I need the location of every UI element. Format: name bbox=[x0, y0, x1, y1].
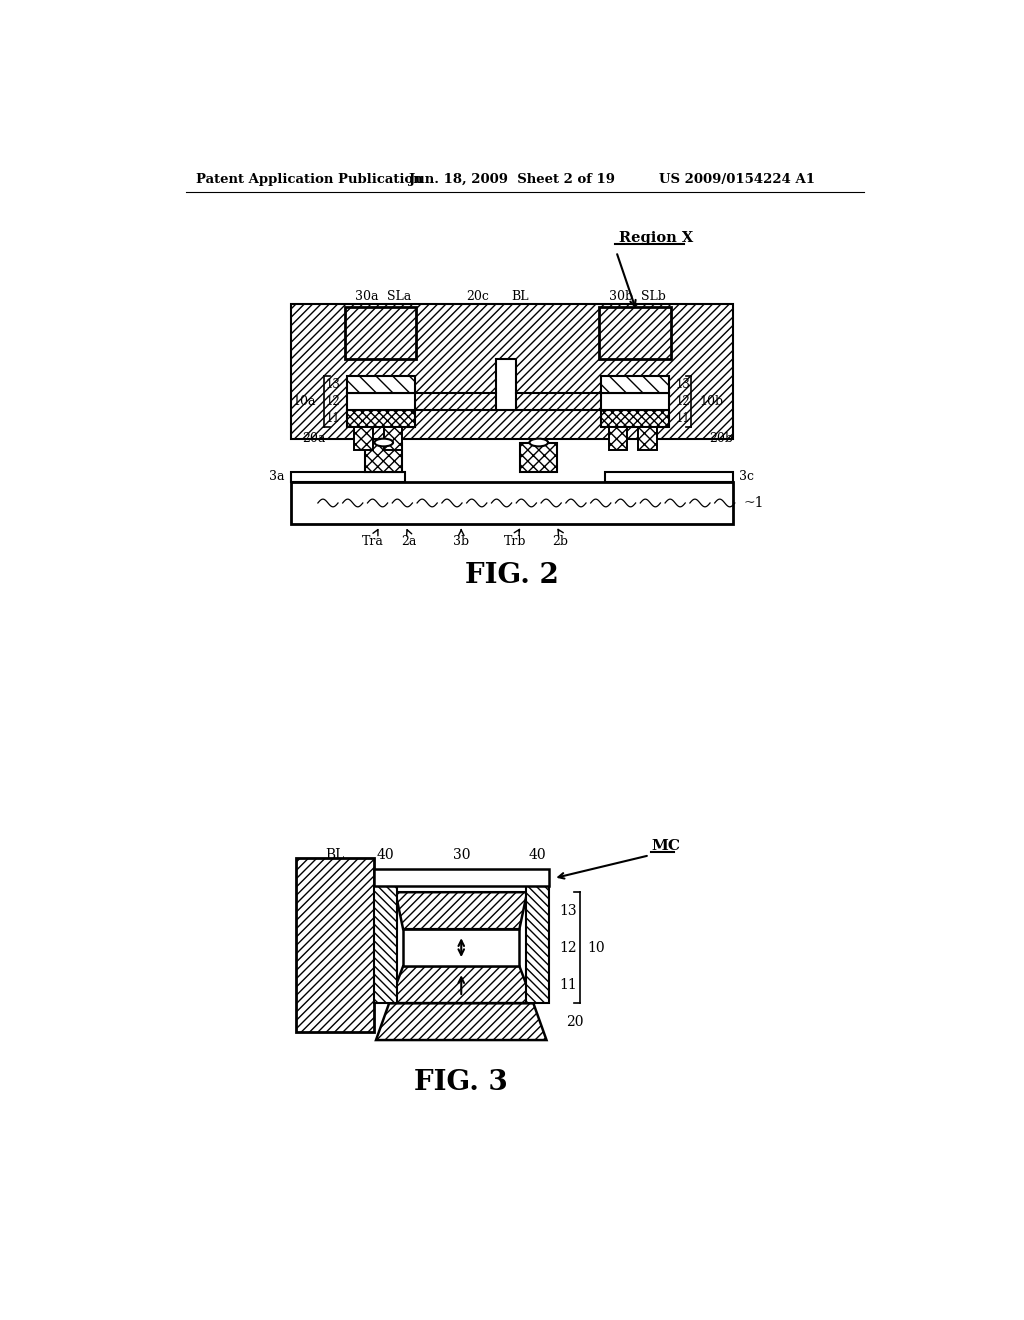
Text: 2b: 2b bbox=[553, 535, 568, 548]
Bar bbox=[599, 308, 671, 359]
Text: 13: 13 bbox=[326, 379, 340, 391]
Text: 11: 11 bbox=[675, 412, 690, 425]
Bar bbox=[604, 471, 732, 482]
Bar bbox=[496, 359, 516, 411]
Bar bbox=[601, 411, 669, 428]
Text: 30a: 30a bbox=[355, 289, 379, 302]
Bar bbox=[296, 858, 374, 1032]
Ellipse shape bbox=[375, 438, 393, 446]
Text: Jun. 18, 2009  Sheet 2 of 19: Jun. 18, 2009 Sheet 2 of 19 bbox=[409, 173, 614, 186]
Text: MC: MC bbox=[651, 840, 680, 853]
Text: 11: 11 bbox=[560, 978, 578, 991]
Text: 13: 13 bbox=[675, 379, 690, 391]
Bar bbox=[374, 886, 397, 1003]
Text: 12: 12 bbox=[675, 395, 690, 408]
Bar bbox=[291, 471, 406, 482]
Bar bbox=[384, 428, 402, 450]
Text: 3c: 3c bbox=[738, 470, 754, 483]
Text: 12: 12 bbox=[326, 395, 340, 408]
Text: 20b: 20b bbox=[710, 432, 733, 445]
Bar bbox=[601, 376, 669, 393]
Text: 10a: 10a bbox=[293, 395, 316, 408]
Text: 20a: 20a bbox=[302, 432, 326, 445]
Text: 30: 30 bbox=[453, 849, 470, 862]
Bar bbox=[525, 886, 549, 1003]
Bar bbox=[345, 308, 417, 359]
Polygon shape bbox=[395, 892, 527, 929]
Text: ~1: ~1 bbox=[743, 496, 764, 510]
Bar bbox=[374, 869, 549, 886]
Text: Trb: Trb bbox=[504, 535, 526, 548]
Text: 40: 40 bbox=[528, 849, 546, 862]
Text: Tra: Tra bbox=[361, 535, 384, 548]
Text: SLb: SLb bbox=[641, 289, 666, 302]
Text: 10b: 10b bbox=[699, 395, 723, 408]
Text: 30b: 30b bbox=[609, 289, 633, 302]
Text: 3a: 3a bbox=[269, 470, 285, 483]
Bar bbox=[638, 428, 656, 450]
Polygon shape bbox=[389, 966, 534, 1003]
Text: SLa: SLa bbox=[387, 289, 412, 302]
Bar bbox=[346, 393, 415, 411]
Text: 3b: 3b bbox=[454, 535, 469, 548]
Bar bbox=[608, 428, 627, 450]
Bar bbox=[403, 929, 519, 966]
Bar bbox=[291, 482, 732, 524]
Bar bbox=[346, 376, 415, 393]
Text: BL: BL bbox=[326, 849, 345, 862]
Text: 12: 12 bbox=[560, 941, 578, 954]
Bar bbox=[366, 442, 402, 471]
Text: 20: 20 bbox=[566, 1015, 584, 1028]
Text: 2a: 2a bbox=[400, 535, 416, 548]
Text: FIG. 3: FIG. 3 bbox=[415, 1069, 508, 1096]
Bar bbox=[291, 304, 732, 438]
Bar bbox=[346, 411, 415, 428]
Polygon shape bbox=[376, 1003, 547, 1040]
Bar bbox=[601, 393, 669, 411]
Text: FIG. 2: FIG. 2 bbox=[465, 562, 558, 589]
Text: BL: BL bbox=[511, 289, 528, 302]
Text: 11: 11 bbox=[326, 412, 340, 425]
Text: Region X: Region X bbox=[618, 231, 693, 244]
Text: 20c: 20c bbox=[466, 289, 489, 302]
Bar bbox=[354, 428, 373, 450]
Text: Patent Application Publication: Patent Application Publication bbox=[197, 173, 423, 186]
Text: 40: 40 bbox=[377, 849, 394, 862]
Text: US 2009/0154224 A1: US 2009/0154224 A1 bbox=[658, 173, 815, 186]
Bar bbox=[520, 442, 557, 471]
Text: 10: 10 bbox=[588, 941, 605, 954]
Text: 13: 13 bbox=[560, 904, 578, 917]
Ellipse shape bbox=[529, 438, 548, 446]
